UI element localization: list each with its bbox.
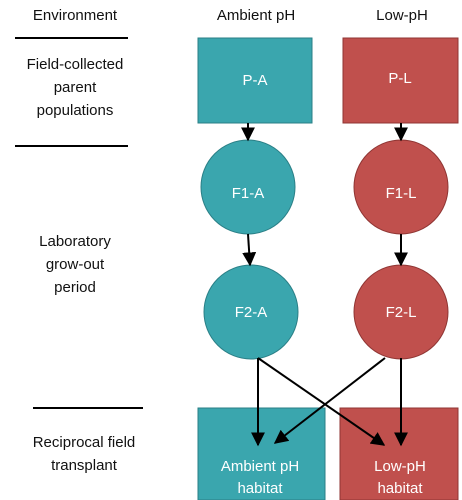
parent-box	[197, 37, 313, 124]
parent-box	[342, 37, 459, 124]
habitat-box	[339, 407, 459, 500]
arrow	[257, 357, 386, 446]
node-label: F2-L	[386, 304, 417, 321]
node-label: habitat	[237, 480, 283, 497]
node-label: P-A	[242, 72, 267, 89]
node-label: F1-A	[232, 185, 265, 202]
row-label: period	[54, 279, 96, 296]
node-label: Ambient pH	[221, 458, 299, 475]
row-label: parent	[54, 79, 97, 96]
row-label: transplant	[51, 457, 118, 474]
row-label: populations	[37, 102, 114, 119]
column-header: Ambient pH	[217, 7, 295, 24]
habitat-box	[197, 407, 326, 500]
node-label: Low-pH	[374, 458, 426, 475]
arrow	[273, 357, 386, 444]
node-label: F1-L	[386, 185, 417, 202]
row-label: Laboratory	[39, 233, 111, 250]
node-label: P-L	[388, 70, 411, 87]
node-label: F2-A	[235, 304, 268, 321]
column-header: Low-pH	[376, 7, 428, 24]
row-label: grow-out	[46, 256, 105, 273]
row-label: Reciprocal field	[33, 434, 136, 451]
arrow	[242, 233, 257, 267]
column-header: Environment	[33, 7, 118, 24]
row-label: Field-collected	[27, 56, 124, 73]
node-label: habitat	[377, 480, 423, 497]
